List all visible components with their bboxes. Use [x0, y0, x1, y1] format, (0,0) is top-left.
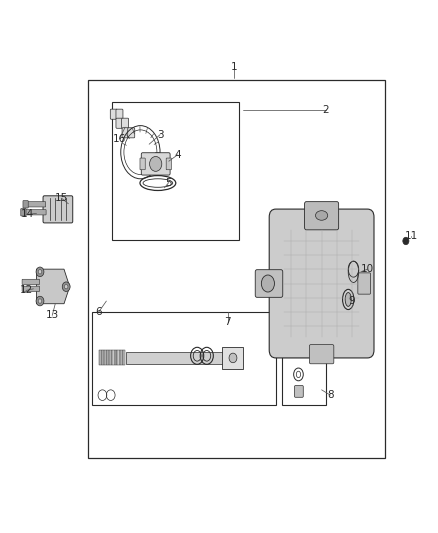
Text: 2: 2	[323, 104, 329, 115]
FancyBboxPatch shape	[269, 209, 374, 358]
Bar	[283, 357, 326, 405]
FancyBboxPatch shape	[110, 109, 117, 119]
FancyBboxPatch shape	[128, 128, 135, 138]
Bar	[104, 351, 107, 366]
FancyBboxPatch shape	[26, 201, 46, 207]
Circle shape	[36, 296, 44, 306]
Circle shape	[36, 267, 44, 277]
Polygon shape	[36, 269, 70, 304]
Circle shape	[38, 299, 42, 303]
Bar	[102, 351, 104, 366]
FancyBboxPatch shape	[22, 279, 39, 285]
Circle shape	[62, 282, 70, 292]
Text: 8: 8	[327, 390, 334, 400]
FancyBboxPatch shape	[22, 286, 39, 292]
FancyBboxPatch shape	[294, 385, 303, 397]
Bar	[123, 351, 125, 366]
Text: 3: 3	[157, 130, 163, 140]
Ellipse shape	[261, 275, 275, 292]
Text: 14: 14	[21, 209, 35, 220]
Bar	[112, 351, 115, 366]
Circle shape	[150, 157, 162, 171]
FancyBboxPatch shape	[116, 109, 123, 119]
FancyBboxPatch shape	[166, 158, 171, 169]
Text: 10: 10	[361, 264, 374, 274]
Bar	[112, 102, 239, 240]
FancyBboxPatch shape	[140, 158, 145, 169]
FancyBboxPatch shape	[141, 153, 170, 175]
Text: 13: 13	[46, 310, 59, 320]
Circle shape	[38, 270, 42, 274]
Bar	[92, 312, 276, 405]
Bar	[223, 348, 244, 368]
Text: 11: 11	[404, 231, 418, 241]
Bar	[117, 351, 120, 366]
Bar	[107, 351, 110, 366]
Text: 15: 15	[55, 193, 68, 204]
Text: 4: 4	[174, 150, 181, 160]
Ellipse shape	[315, 211, 328, 220]
Bar	[126, 352, 231, 364]
Circle shape	[64, 285, 68, 289]
FancyBboxPatch shape	[43, 196, 73, 223]
FancyBboxPatch shape	[23, 200, 28, 208]
Bar	[110, 351, 112, 366]
Text: 5: 5	[166, 177, 172, 188]
Bar	[120, 351, 123, 366]
Text: 9: 9	[349, 296, 356, 306]
FancyBboxPatch shape	[304, 201, 339, 230]
FancyBboxPatch shape	[122, 128, 129, 138]
FancyBboxPatch shape	[24, 209, 46, 215]
FancyBboxPatch shape	[116, 118, 123, 128]
Text: 1: 1	[231, 62, 237, 72]
Text: 7: 7	[224, 317, 231, 327]
Bar	[99, 351, 102, 366]
FancyBboxPatch shape	[225, 352, 235, 365]
Bar	[88, 80, 385, 458]
Ellipse shape	[343, 289, 354, 310]
FancyBboxPatch shape	[255, 270, 283, 297]
Bar	[115, 351, 117, 366]
FancyBboxPatch shape	[21, 208, 26, 216]
Circle shape	[403, 237, 409, 245]
FancyBboxPatch shape	[122, 118, 129, 128]
Ellipse shape	[229, 353, 237, 363]
Text: 6: 6	[95, 306, 102, 317]
Ellipse shape	[345, 293, 351, 306]
FancyBboxPatch shape	[309, 345, 334, 364]
FancyBboxPatch shape	[358, 273, 371, 294]
Text: 12: 12	[19, 286, 33, 295]
Text: 16: 16	[113, 134, 126, 144]
